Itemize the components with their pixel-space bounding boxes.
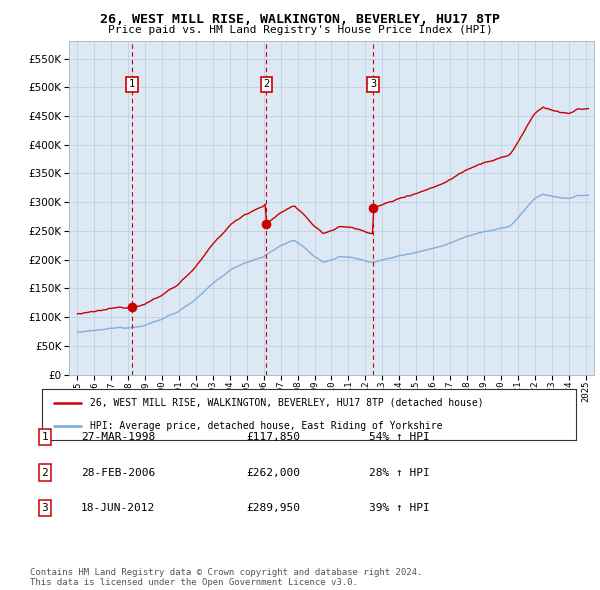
Text: 18-JUN-2012: 18-JUN-2012 (81, 503, 155, 513)
Text: Contains HM Land Registry data © Crown copyright and database right 2024.
This d: Contains HM Land Registry data © Crown c… (30, 568, 422, 587)
Text: 1: 1 (129, 80, 135, 90)
Text: 27-MAR-1998: 27-MAR-1998 (81, 432, 155, 442)
Text: 28% ↑ HPI: 28% ↑ HPI (369, 468, 430, 477)
Text: 2: 2 (263, 80, 269, 90)
Text: 39% ↑ HPI: 39% ↑ HPI (369, 503, 430, 513)
Text: 54% ↑ HPI: 54% ↑ HPI (369, 432, 430, 442)
Text: £117,850: £117,850 (246, 432, 300, 442)
Text: 28-FEB-2006: 28-FEB-2006 (81, 468, 155, 477)
Text: 3: 3 (41, 503, 49, 513)
Text: 2: 2 (41, 468, 49, 477)
Text: £262,000: £262,000 (246, 468, 300, 477)
Text: HPI: Average price, detached house, East Riding of Yorkshire: HPI: Average price, detached house, East… (90, 421, 443, 431)
Text: 26, WEST MILL RISE, WALKINGTON, BEVERLEY, HU17 8TP (detached house): 26, WEST MILL RISE, WALKINGTON, BEVERLEY… (90, 398, 484, 408)
Text: £289,950: £289,950 (246, 503, 300, 513)
Text: 1: 1 (41, 432, 49, 442)
Text: 3: 3 (370, 80, 376, 90)
Text: 26, WEST MILL RISE, WALKINGTON, BEVERLEY, HU17 8TP: 26, WEST MILL RISE, WALKINGTON, BEVERLEY… (100, 13, 500, 26)
Text: Price paid vs. HM Land Registry's House Price Index (HPI): Price paid vs. HM Land Registry's House … (107, 25, 493, 35)
